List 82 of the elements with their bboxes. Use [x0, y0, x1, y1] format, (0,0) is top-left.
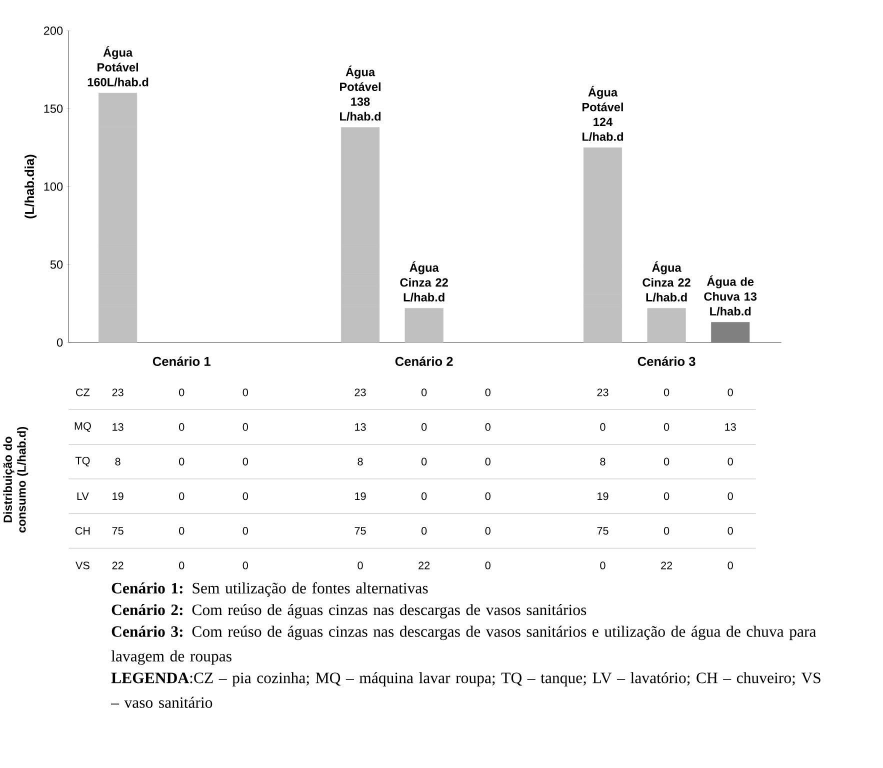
data-label: 0 — [485, 388, 490, 396]
data-label: 22 — [661, 562, 672, 570]
text: Cenário 2: Com reúso de águas cinzas nas descargas de vasos sanitários — [112, 604, 586, 618]
data-label: 75 — [112, 526, 124, 535]
text: LEGENDA:CZ – pia cozinha; MQ – máquina lavar roupa; TQ – tanque; LV – lavatório; CH – chuveiro; VS – vaso sanitário — [110, 672, 820, 708]
data-label: 0 — [421, 492, 427, 500]
data-label: 0 — [242, 388, 248, 396]
data-label: 0 — [485, 458, 490, 466]
data-label: 0 — [728, 526, 733, 535]
data-label: 75 — [597, 526, 608, 535]
total-label: Água Cinza 22 L/hab.d — [400, 261, 448, 302]
data-label: 0 — [358, 562, 363, 570]
data-label: 23 — [354, 388, 366, 396]
bar — [647, 308, 686, 343]
data-label: 0 — [485, 423, 490, 431]
data-label: 0 — [728, 562, 733, 570]
data-label: 0 — [179, 423, 184, 431]
text: CZ — [76, 388, 90, 396]
data-label: 0 — [179, 562, 184, 570]
data-label: 13 — [725, 423, 736, 431]
text: VS — [76, 562, 90, 570]
data-label: 0 — [179, 388, 184, 396]
data-label: 0 — [179, 458, 184, 466]
text: CH — [75, 526, 90, 535]
data-label: 0 — [664, 458, 670, 466]
data-label: 22 — [418, 562, 430, 570]
data-label: 0 — [728, 492, 733, 500]
data-label: 0 — [485, 492, 490, 500]
data-label: 0 — [421, 388, 427, 396]
data-label: 0 — [242, 526, 248, 535]
data-label: 19 — [598, 492, 608, 500]
total-label: Água Potável 160L/hab.d — [88, 46, 148, 86]
data-label: 8 — [115, 458, 120, 466]
data-label: 0 — [664, 423, 670, 431]
y-tick-label: 0 — [56, 338, 63, 347]
y-tick-label: 200 — [44, 26, 63, 35]
data-label: 0 — [664, 492, 670, 500]
data-label: 0 — [664, 526, 670, 535]
data-label: 23 — [597, 388, 608, 396]
data-label: 0 — [179, 492, 184, 500]
data-label: 0 — [421, 526, 427, 535]
text: TQ — [75, 456, 90, 466]
data-label: 0 — [242, 562, 248, 570]
y-axis-title: (L/hab.dia) — [24, 154, 37, 218]
data-label: 23 — [112, 388, 124, 396]
text: Cenário 1: Sem utilização de fontes alternativas — [112, 582, 428, 597]
y-tick-label: 50 — [50, 260, 63, 269]
text: Cenário 3: Com reúso de águas cinzas nas descargas de vasos sanitários e utilização de água de chuva para lavagem de roupas — [111, 626, 816, 665]
total-label: Água Cinza 22 L/hab.d — [642, 261, 690, 302]
data-label: 0 — [664, 388, 670, 396]
data-label: 0 — [728, 388, 733, 396]
data-label: 0 — [242, 423, 248, 431]
text: Cenário 2 — [395, 356, 453, 366]
text: Cenário 3 — [638, 356, 696, 366]
text: LV — [77, 492, 89, 500]
data-label: 0 — [179, 526, 184, 535]
y-tick-label: 100 — [44, 182, 63, 191]
data-label: 0 — [485, 526, 490, 535]
text: Distribuição do consumo (L/hab.d) — [3, 426, 28, 532]
data-label: 8 — [358, 458, 363, 466]
data-label: 22 — [112, 562, 124, 570]
data-label: 0 — [600, 562, 606, 570]
total-label: Água de Chuva 13 L/hab.d — [704, 275, 757, 316]
data-label: 0 — [242, 492, 248, 500]
bar — [404, 308, 444, 343]
data-label: 0 — [421, 458, 427, 466]
total-label: Água Potável 124 L/hab.d — [582, 86, 624, 141]
data-label: 8 — [600, 458, 606, 466]
data-label: 0 — [421, 423, 427, 431]
text: Cenário 1 — [152, 356, 210, 366]
data-label: 0 — [600, 423, 606, 431]
data-label: 19 — [355, 492, 366, 500]
data-label: 0 — [728, 458, 733, 466]
data-label: 13 — [112, 423, 124, 431]
data-label: 19 — [112, 492, 124, 500]
data-label: 75 — [354, 526, 366, 535]
y-tick-label: 150 — [44, 104, 63, 113]
data-label: 0 — [242, 458, 248, 466]
data-label: 13 — [355, 423, 366, 431]
data-label: 0 — [485, 562, 490, 570]
total-label: Água Potável 138 L/hab.d — [340, 66, 381, 121]
text: MQ — [74, 422, 91, 432]
